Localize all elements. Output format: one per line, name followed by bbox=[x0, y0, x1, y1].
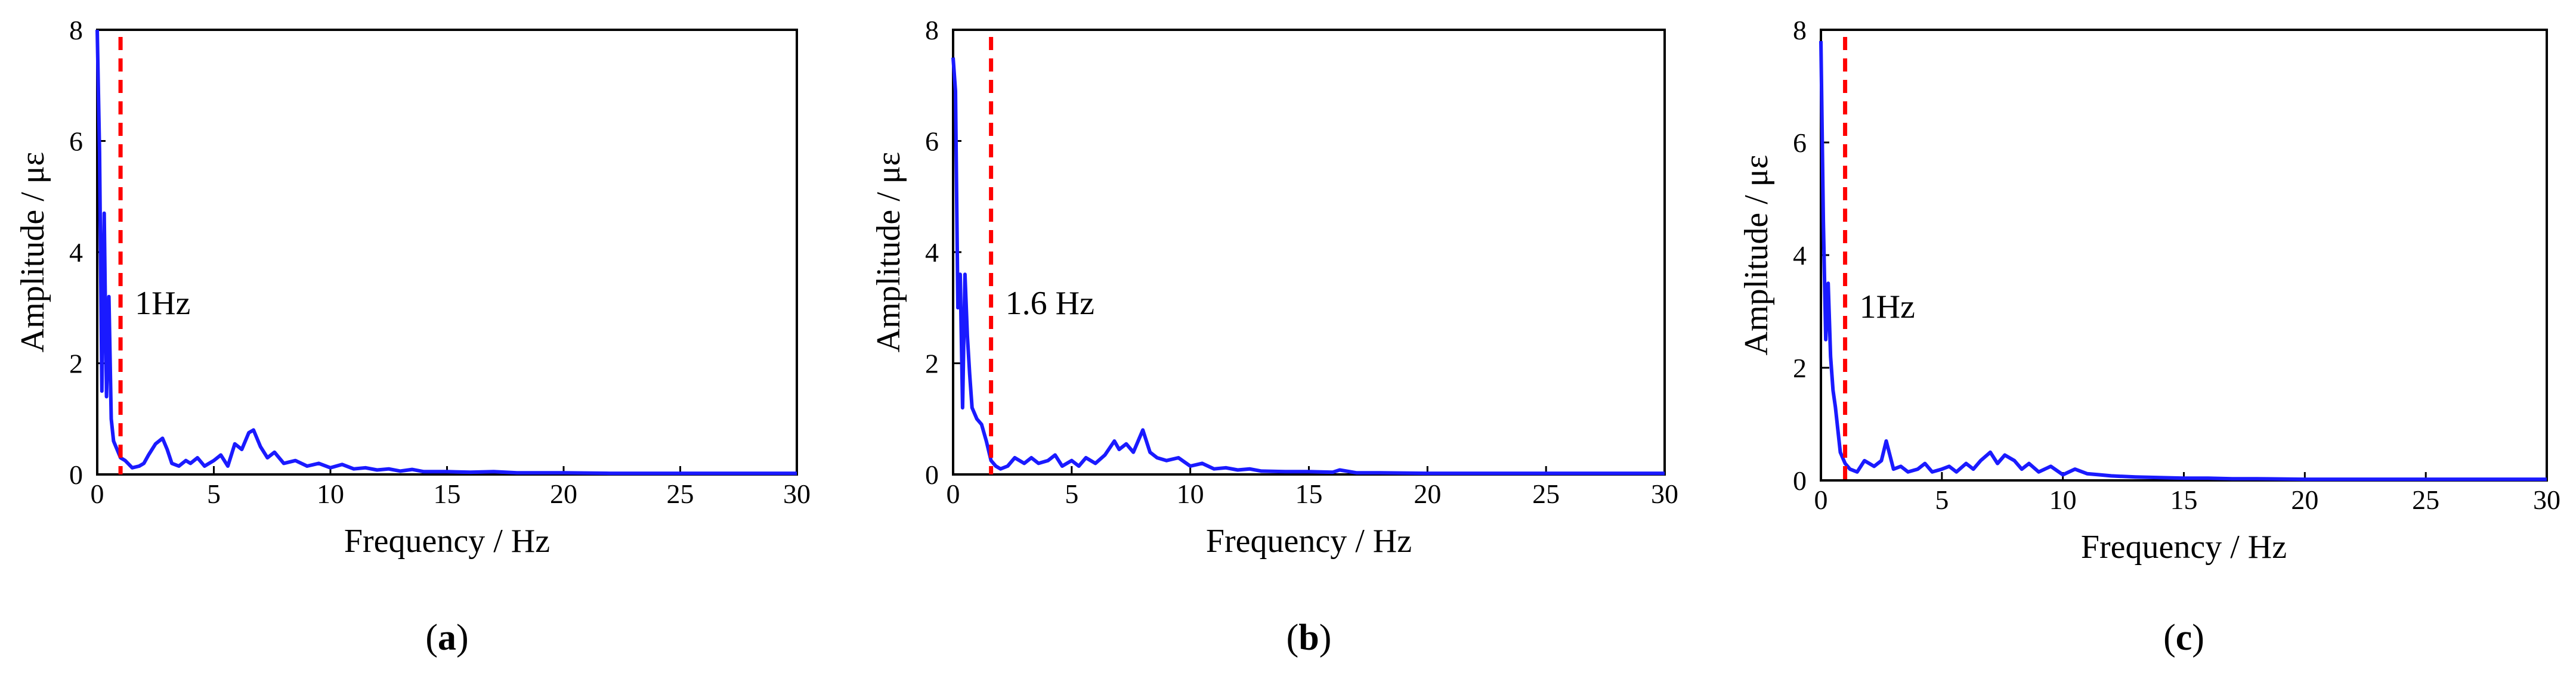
x-axis-label: Frequency / Hz bbox=[344, 523, 550, 560]
x-tick-label: 10 bbox=[2049, 485, 2077, 515]
x-tick-label: 20 bbox=[550, 479, 577, 509]
y-tick-label: 8 bbox=[1793, 15, 1807, 45]
y-axis-label: Amplitude / με bbox=[870, 152, 907, 353]
cutoff-label: 1Hz bbox=[135, 285, 190, 322]
x-tick-label: 5 bbox=[207, 479, 221, 509]
panel-label-open: ( bbox=[2163, 617, 2176, 658]
x-axis-label: Frequency / Hz bbox=[2081, 529, 2287, 566]
panel-label: (c) bbox=[2163, 617, 2204, 658]
plot-frame bbox=[96, 29, 798, 476]
series-line-spectrum bbox=[951, 57, 1665, 476]
y-tick-label: 8 bbox=[69, 15, 83, 45]
panel-label-close: ) bbox=[456, 617, 469, 658]
y-tick-label: 6 bbox=[1793, 128, 1807, 158]
x-tick-label: 20 bbox=[2291, 485, 2318, 515]
series-line-spectrum bbox=[95, 29, 797, 476]
chart-panel-c: 0 5 10 15 20 25 30 0 2 4 6 8 Frequency / Hz Amplitude… bbox=[1738, 15, 2560, 658]
x-tick-label: 25 bbox=[667, 479, 694, 509]
chart-panel-b: 0 5 10 15 20 25 30 0 2 4 6 8 Frequency / Hz Amplitude… bbox=[870, 15, 1678, 658]
y-axis-label: Amplitude / με bbox=[1738, 155, 1775, 356]
y-tick-label: 6 bbox=[925, 126, 939, 157]
x-tick-label: 5 bbox=[1935, 485, 1949, 515]
y-tick-label: 2 bbox=[925, 349, 939, 379]
y-tick-label: 0 bbox=[1793, 466, 1807, 496]
y-tick-label: 4 bbox=[1793, 240, 1807, 271]
y-tick-label: 2 bbox=[69, 349, 83, 379]
x-tick-label: 15 bbox=[434, 479, 461, 509]
plot-frame bbox=[1820, 29, 2548, 482]
x-tick-label: 30 bbox=[2533, 485, 2560, 515]
panel-label-letter: b bbox=[1298, 617, 1319, 658]
panel-label-close: ) bbox=[2192, 617, 2204, 658]
panel-label-open: ( bbox=[1287, 617, 1299, 658]
x-tick-label: 30 bbox=[783, 479, 811, 509]
panel-label-close: ) bbox=[1319, 617, 1332, 658]
panel-label-letter: a bbox=[438, 617, 456, 658]
panel-label-open: ( bbox=[425, 617, 438, 658]
x-tick-label: 15 bbox=[2170, 485, 2198, 515]
plot-frame bbox=[952, 29, 1666, 476]
x-axis-label: Frequency / Hz bbox=[1206, 523, 1412, 560]
y-tick-label: 0 bbox=[69, 460, 83, 490]
series-line-spectrum bbox=[1819, 41, 2547, 482]
y-tick-label: 8 bbox=[925, 15, 939, 45]
x-tick-label: 30 bbox=[1651, 479, 1678, 509]
y-tick-label: 4 bbox=[925, 237, 939, 268]
x-tick-label: 5 bbox=[1065, 479, 1078, 509]
panel-label-letter: c bbox=[2176, 617, 2192, 658]
y-tick-label: 2 bbox=[1793, 353, 1807, 383]
x-tick-label: 20 bbox=[1414, 479, 1441, 509]
x-tick-label: 25 bbox=[2412, 485, 2439, 515]
x-tick-label: 10 bbox=[1177, 479, 1204, 509]
y-tick-label: 4 bbox=[69, 237, 83, 268]
x-tick-label: 0 bbox=[1814, 485, 1828, 515]
x-tick-label: 0 bbox=[947, 479, 960, 509]
y-tick-label: 0 bbox=[925, 460, 939, 490]
cutoff-label: 1.6 Hz bbox=[1006, 285, 1094, 322]
x-tick-label: 15 bbox=[1295, 479, 1323, 509]
chart-panel-a: 0 5 10 15 20 25 30 0 2 4 6 8 Frequency / Hz Amplitude… bbox=[14, 15, 811, 658]
x-tick-label: 25 bbox=[1532, 479, 1560, 509]
panel-label: (b) bbox=[1287, 617, 1332, 658]
panel-label: (a) bbox=[425, 617, 468, 658]
y-tick-label: 6 bbox=[69, 126, 83, 157]
x-tick-label: 0 bbox=[91, 479, 104, 509]
x-tick-label: 10 bbox=[317, 479, 344, 509]
y-axis-label: Amplitude / με bbox=[14, 152, 51, 353]
cutoff-label: 1Hz bbox=[1860, 288, 1915, 325]
